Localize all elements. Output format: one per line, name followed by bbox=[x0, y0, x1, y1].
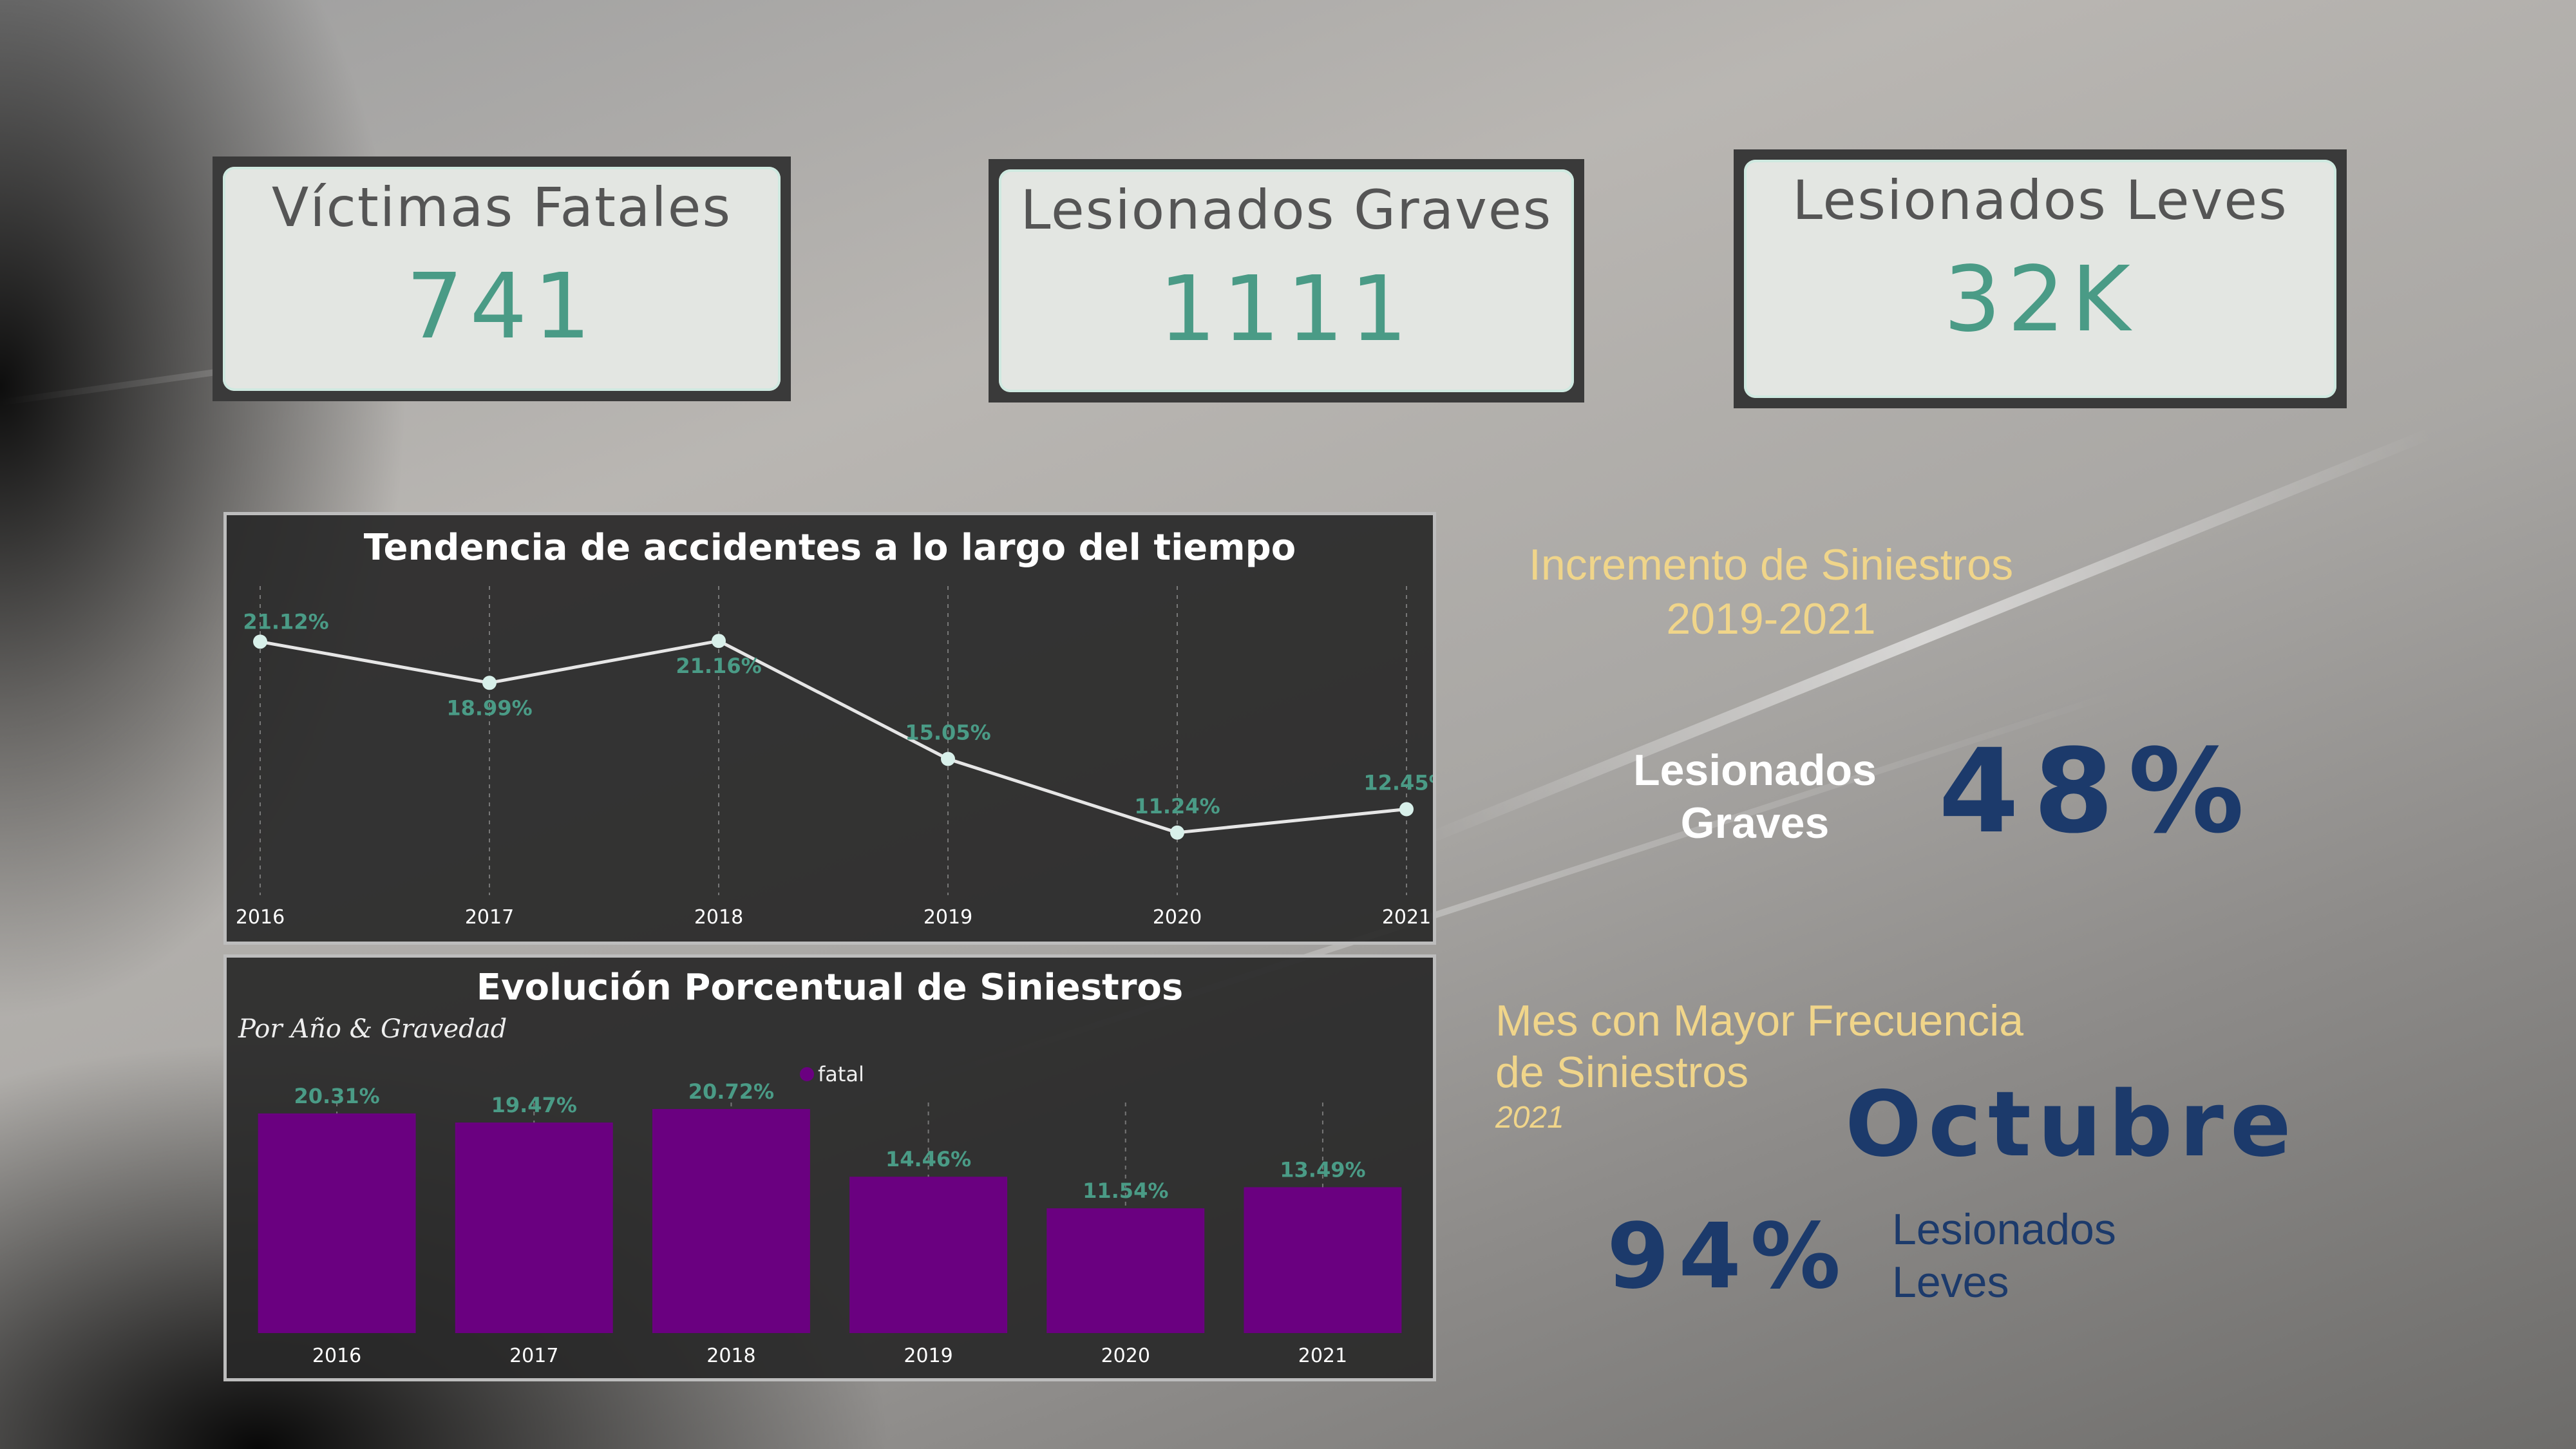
data-label: 13.49% bbox=[1280, 1157, 1365, 1182]
kpi-value: 741 bbox=[406, 254, 598, 359]
data-label: 15.05% bbox=[905, 721, 990, 745]
x-tick-label: 2020 bbox=[1153, 906, 1202, 929]
bar bbox=[455, 1122, 613, 1333]
data-label: 18.99% bbox=[446, 696, 532, 720]
kpi-value: 1111 bbox=[1159, 257, 1414, 362]
bar bbox=[652, 1109, 810, 1333]
month-heading-line2: de Siniestros bbox=[1495, 1048, 1749, 1097]
x-tick-label: 2021 bbox=[1382, 906, 1431, 929]
increment-label-line1: Lesionados bbox=[1633, 746, 1877, 795]
kpi-card-body: Lesionados Leves 32K bbox=[1744, 160, 2336, 398]
increment-label: Lesionados Graves bbox=[1597, 744, 1913, 849]
bar-chart-subtitle: Por Año & Gravedad bbox=[238, 1014, 507, 1044]
data-point bbox=[941, 752, 955, 766]
x-tick-label: 2017 bbox=[465, 906, 514, 929]
kpi-card-fatal: Víctimas Fatales 741 bbox=[213, 156, 791, 401]
x-tick-label: 2019 bbox=[904, 1345, 952, 1367]
bar bbox=[258, 1113, 416, 1333]
increment-heading-line1: Incremento de Siniestros bbox=[1528, 540, 2014, 589]
bar bbox=[849, 1177, 1008, 1333]
kpi-card-body: Lesionados Graves 1111 bbox=[999, 169, 1574, 392]
legend-swatch bbox=[800, 1067, 814, 1081]
data-label: 21.16% bbox=[676, 654, 761, 678]
x-tick-label: 2020 bbox=[1101, 1345, 1150, 1367]
increment-heading: Incremento de Siniestros 2019-2021 bbox=[1481, 538, 2061, 646]
data-point bbox=[1399, 802, 1414, 817]
line-chart-title: Tendencia de accidentes a lo largo del t… bbox=[363, 527, 1296, 569]
kpi-card-minor: Lesionados Leves 32K bbox=[1734, 149, 2347, 408]
month-heading: Mes con Mayor Frecuencia de Siniestros bbox=[1495, 995, 2023, 1098]
data-label: 12.45% bbox=[1363, 771, 1433, 795]
data-point bbox=[1170, 825, 1184, 840]
month-heading-line1: Mes con Mayor Frecuencia bbox=[1495, 996, 2024, 1045]
bar-chart: 20.31% 2016 19.47% 2017 20.72% 2018 14.46% 2019… bbox=[258, 1079, 1402, 1367]
legend-label: fatal bbox=[818, 1062, 864, 1086]
increment-label-line2: Graves bbox=[1680, 799, 1830, 848]
month-label: Lesionados Leves bbox=[1892, 1203, 2116, 1309]
kpi-title: Lesionados Graves bbox=[1020, 178, 1553, 242]
increment-value: 48% bbox=[1938, 724, 2259, 859]
data-point bbox=[253, 634, 267, 649]
data-label: 11.54% bbox=[1083, 1179, 1168, 1203]
kpi-card-body: Víctimas Fatales 741 bbox=[223, 167, 781, 391]
series-line bbox=[260, 639, 1407, 835]
month-value: Octubre bbox=[1845, 1072, 2298, 1177]
bar-chart-panel: Evolución Porcentual de Siniestros Por A… bbox=[223, 954, 1436, 1381]
kpi-title: Víctimas Fatales bbox=[271, 176, 732, 239]
data-label: 14.46% bbox=[886, 1147, 971, 1171]
data-label: 20.72% bbox=[688, 1079, 774, 1104]
data-label: 11.24% bbox=[1134, 794, 1220, 819]
bar-chart-legend: fatal bbox=[800, 1062, 864, 1086]
x-tick-label: 2016 bbox=[312, 1345, 361, 1367]
x-tick-label: 2019 bbox=[923, 906, 972, 929]
kpi-card-serious: Lesionados Graves 1111 bbox=[989, 159, 1584, 402]
x-tick-label: 2018 bbox=[706, 1345, 755, 1367]
line-chart-panel: Tendencia de accidentes a lo largo del t… bbox=[223, 512, 1436, 945]
month-year: 2021 bbox=[1495, 1101, 1564, 1135]
line-chart: 21.12% 2016 18.99% 2017 21.16% 2018 15.05% 2019… bbox=[236, 586, 1433, 929]
bar bbox=[1046, 1208, 1205, 1333]
data-label: 20.31% bbox=[294, 1084, 379, 1108]
month-label-line2: Leves bbox=[1892, 1258, 2009, 1307]
x-tick-label: 2016 bbox=[236, 906, 285, 929]
month-pct: 94% bbox=[1607, 1204, 1850, 1309]
kpi-value: 32K bbox=[1944, 247, 2137, 352]
month-label-line1: Lesionados bbox=[1892, 1205, 2116, 1254]
kpi-title: Lesionados Leves bbox=[1792, 169, 2288, 232]
data-label: 19.47% bbox=[491, 1093, 577, 1117]
x-tick-label: 2017 bbox=[509, 1345, 558, 1367]
x-tick-label: 2021 bbox=[1298, 1345, 1347, 1367]
increment-heading-line2: 2019-2021 bbox=[1666, 594, 1876, 643]
data-label: 21.12% bbox=[243, 609, 328, 634]
data-point bbox=[482, 676, 497, 690]
bar-chart-title: Evolución Porcentual de Siniestros bbox=[476, 967, 1184, 1009]
bar bbox=[1244, 1187, 1402, 1333]
x-tick-label: 2018 bbox=[694, 906, 743, 929]
data-point bbox=[712, 634, 726, 649]
